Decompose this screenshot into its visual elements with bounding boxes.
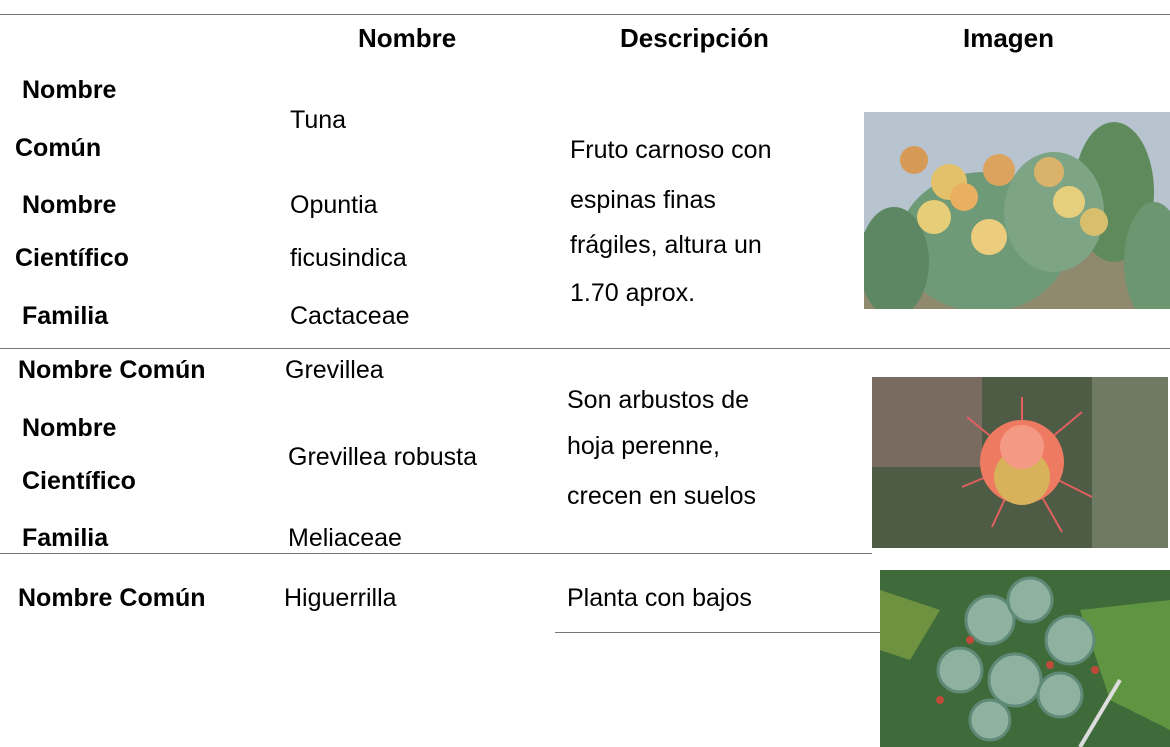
higuerrilla-image [880, 570, 1170, 747]
grevillea-image [872, 377, 1168, 548]
plant-name: Grevillea robusta [288, 443, 477, 471]
row-border [0, 553, 872, 554]
plant-name: Opuntia [290, 191, 378, 219]
description-line: Fruto carnoso con [570, 136, 772, 164]
header-cell: Imagen [963, 23, 1055, 53]
row-label: Familia [22, 524, 109, 552]
description-line: espinas finas [570, 186, 716, 214]
table-border [0, 14, 1170, 15]
row-label: Familia [22, 302, 109, 330]
row-label: Nombre [22, 76, 117, 104]
description-line: crecen en suelos [567, 482, 757, 510]
cactus-image [864, 112, 1170, 309]
plant-name: Grevillea [285, 356, 384, 384]
cell-border [555, 632, 880, 633]
description-line: 1.70 aprox. [570, 279, 696, 307]
row-border [0, 348, 1170, 349]
description-line: Son arbustos de [567, 386, 750, 414]
row-label: Común [15, 134, 102, 162]
row-label: Científico [22, 467, 136, 495]
header-cell: Descripción [620, 23, 769, 53]
description-line: hoja perenne, [567, 432, 720, 460]
plant-name: Tuna [290, 106, 347, 134]
plant-name: Higuerrilla [284, 584, 397, 612]
row-label: Nombre [22, 191, 117, 219]
description-line: Planta con bajos [567, 584, 752, 612]
row-label: Nombre Común [18, 584, 206, 612]
plant-name: Meliaceae [288, 524, 402, 552]
row-label: Nombre [22, 414, 117, 442]
plant-name: Cactaceae [290, 302, 410, 330]
description-line: frágiles, altura un [570, 231, 762, 259]
header-cell: Nombre [358, 23, 457, 53]
row-label: Científico [15, 244, 129, 272]
row-label: Nombre Común [18, 356, 206, 384]
plant-name: ficusindica [290, 244, 407, 272]
